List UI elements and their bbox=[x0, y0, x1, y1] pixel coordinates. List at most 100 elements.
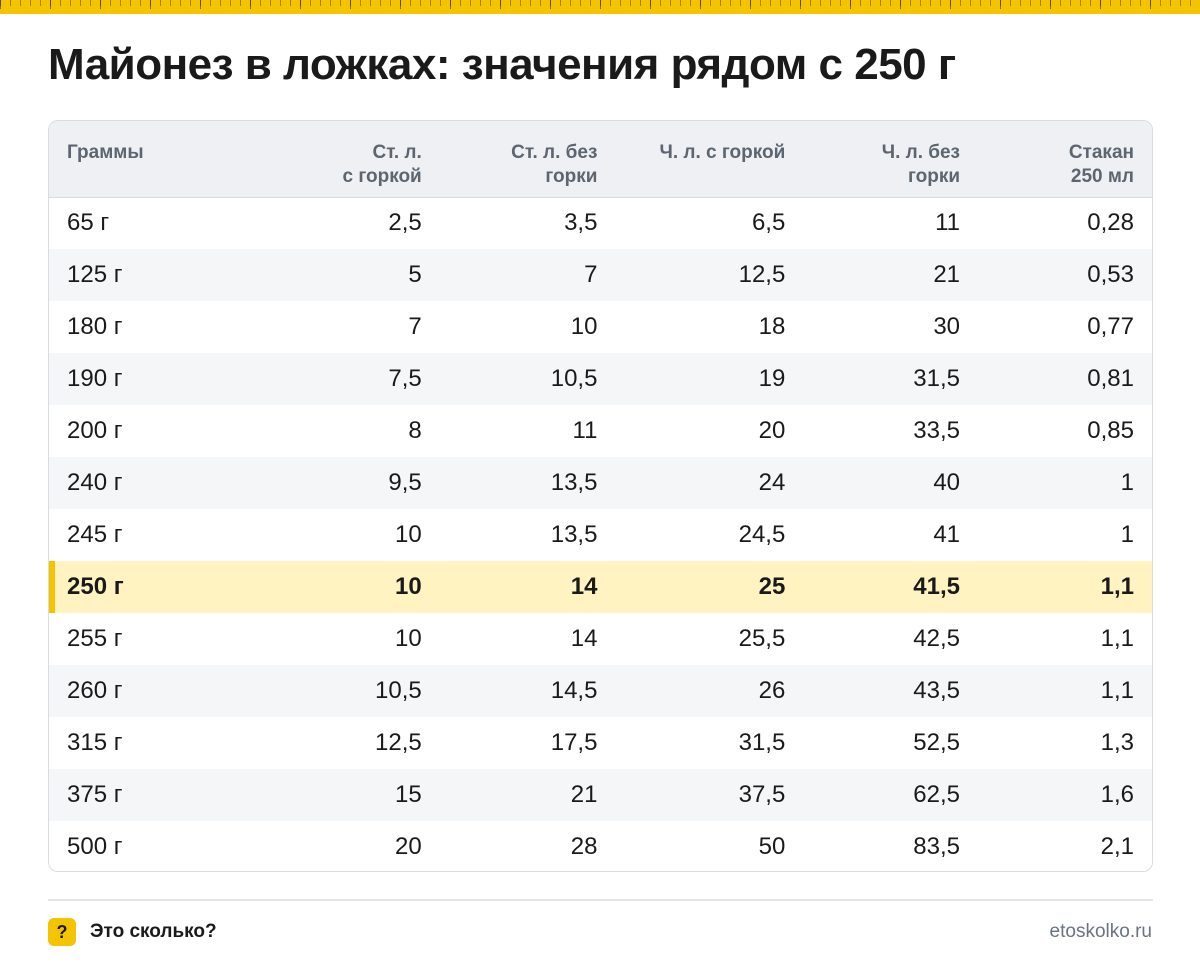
table-row: 315 г 12,5 17,5 31,5 52,5 1,3 bbox=[49, 717, 1152, 769]
table-cell: 7 bbox=[408, 313, 422, 340]
site-link[interactable]: etoskolko.ru bbox=[1049, 921, 1152, 942]
table-cell: 0,53 bbox=[1087, 261, 1134, 288]
table-cell: 0,77 bbox=[1087, 313, 1134, 340]
cell-grams: 240 г bbox=[67, 469, 123, 496]
table-cell: 13,5 bbox=[550, 469, 598, 496]
table-cell: 14,5 bbox=[550, 677, 598, 704]
table-row: 245 г 10 13,5 24,5 41 1 bbox=[49, 509, 1152, 561]
table-cell: 37,5 bbox=[738, 781, 786, 808]
table-cell: 1,1 bbox=[1100, 677, 1134, 704]
table-cell: 19 bbox=[758, 365, 786, 392]
table-cell: 21 bbox=[570, 781, 598, 808]
table-cell: 2,5 bbox=[388, 209, 422, 237]
table-row: 260 г 10,5 14,5 26 43,5 1,1 bbox=[49, 665, 1152, 717]
table-cell: 15 bbox=[395, 781, 422, 808]
table-cell: 8 bbox=[408, 417, 422, 444]
table-cell: 25 bbox=[758, 573, 786, 600]
conversion-table: Граммы Ст. л. с горкой Ст. л. без горки Ч.… bbox=[48, 120, 1153, 872]
table-cell: 43,5 bbox=[913, 677, 961, 704]
cell-grams: 245 г bbox=[67, 521, 123, 548]
table-row: 500 г 20 28 50 83,5 2,1 bbox=[49, 821, 1152, 871]
table-row: 200 г 8 11 20 33,5 0,85 bbox=[49, 405, 1152, 457]
table-row: 125 г 5 7 12,5 21 0,53 bbox=[49, 249, 1152, 301]
table-cell: 13,5 bbox=[550, 521, 598, 548]
table-cell: 9,5 bbox=[388, 469, 422, 496]
brand-logo[interactable]: ? Это сколько? bbox=[48, 918, 217, 946]
cell-grams: 65 г bbox=[67, 209, 110, 237]
table-cell: 10 bbox=[395, 521, 422, 548]
ruler-strip bbox=[0, 0, 1200, 14]
table-cell: 20 bbox=[395, 833, 422, 860]
table-cell: 41,5 bbox=[913, 573, 961, 600]
table-cell: 28 bbox=[570, 833, 598, 860]
table-row: 240 г 9,5 13,5 24 40 1 bbox=[49, 457, 1152, 509]
table-header-row: Граммы Ст. л. с горкой Ст. л. без горки Ч.… bbox=[49, 121, 1152, 197]
table-cell: 17,5 bbox=[550, 729, 598, 756]
table-cell: 12,5 bbox=[375, 729, 422, 756]
table-row: 180 г 7 10 18 30 0,77 bbox=[49, 301, 1152, 353]
table-cell: 1,3 bbox=[1100, 729, 1134, 756]
table-cell: 31,5 bbox=[913, 365, 961, 392]
table-cell: 24,5 bbox=[738, 521, 786, 548]
table-cell: 5 bbox=[408, 261, 422, 288]
table-cell: 26 bbox=[758, 677, 786, 704]
table-cell: 18 bbox=[758, 313, 786, 340]
cell-grams: 315 г bbox=[67, 729, 123, 756]
cell-grams: 250 г bbox=[49, 561, 262, 613]
header-cup-250ml: Стакан 250 мл bbox=[1068, 142, 1134, 187]
header-tbsp-heaped: Ст. л. с горкой bbox=[342, 142, 422, 187]
table-cell: 25,5 bbox=[738, 625, 786, 652]
cell-grams: 260 г bbox=[67, 677, 123, 704]
table-cell: 40 bbox=[933, 469, 961, 496]
header-tsp-level: Ч. л. без горки bbox=[881, 142, 961, 187]
table-cell: 11 bbox=[935, 209, 961, 237]
table-cell: 10,5 bbox=[550, 365, 598, 392]
table-cell: 20 bbox=[758, 417, 786, 444]
table-cell: 3,5 bbox=[564, 209, 598, 237]
table-cell: 42,5 bbox=[913, 625, 961, 652]
table-cell: 50 bbox=[758, 833, 786, 860]
table-cell: 0,85 bbox=[1087, 417, 1134, 444]
table-cell: 10 bbox=[395, 625, 422, 652]
table-cell: 31,5 bbox=[738, 729, 786, 756]
table-row: 65 г 2,5 3,5 6,5 11 0,28 bbox=[49, 197, 1152, 249]
cell-grams: 125 г bbox=[67, 261, 123, 288]
cell-grams: 500 г bbox=[67, 833, 123, 860]
cell-grams: 375 г bbox=[67, 781, 123, 808]
table-body: 65 г 2,5 3,5 6,5 11 0,28 125 г 5 7 12,5 21 0,53 180 … bbox=[49, 197, 1152, 871]
table-cell: 21 bbox=[933, 261, 961, 288]
table-cell: 1,6 bbox=[1100, 781, 1134, 808]
table-cell: 10 bbox=[570, 313, 598, 340]
brand-name: Это сколько? bbox=[90, 921, 217, 942]
table-cell: 30 bbox=[933, 313, 961, 340]
table-cell: 14 bbox=[570, 573, 598, 600]
question-mark-icon: ? bbox=[48, 918, 76, 946]
table-cell: 1,1 bbox=[1100, 573, 1134, 600]
footer-divider bbox=[48, 899, 1153, 901]
table-cell: 7 bbox=[584, 261, 598, 288]
table-cell: 62,5 bbox=[913, 781, 961, 808]
table-row: 255 г 10 14 25,5 42,5 1,1 bbox=[49, 613, 1152, 665]
table-cell: 10,5 bbox=[375, 677, 422, 704]
cell-grams: 200 г bbox=[67, 417, 123, 444]
header-tbsp-level: Ст. л. без горки bbox=[511, 142, 598, 187]
table-cell: 1,1 bbox=[1100, 625, 1134, 652]
table-cell: 0,28 bbox=[1087, 209, 1134, 237]
table-cell: 52,5 bbox=[913, 729, 961, 756]
table-row: 375 г 15 21 37,5 62,5 1,6 bbox=[49, 769, 1152, 821]
cell-grams: 180 г bbox=[67, 313, 123, 340]
cell-grams: 255 г bbox=[67, 625, 123, 652]
page-title: Майонез в ложках: значения рядом с 250 г bbox=[48, 40, 956, 89]
table-cell: 6,5 bbox=[751, 209, 786, 237]
table-cell: 7,5 bbox=[388, 365, 422, 392]
header-grams: Граммы bbox=[67, 142, 144, 163]
table-cell: 1 bbox=[1120, 469, 1134, 496]
table-cell: 0,81 bbox=[1087, 365, 1134, 392]
table-cell: 14 bbox=[570, 625, 598, 652]
table-cell: 11 bbox=[572, 417, 598, 444]
table-cell: 12,5 bbox=[738, 261, 786, 288]
table-cell: 2,1 bbox=[1100, 833, 1134, 860]
table-cell: 33,5 bbox=[913, 417, 961, 444]
cell-grams: 190 г bbox=[67, 365, 123, 392]
table-cell: 1 bbox=[1120, 521, 1134, 548]
